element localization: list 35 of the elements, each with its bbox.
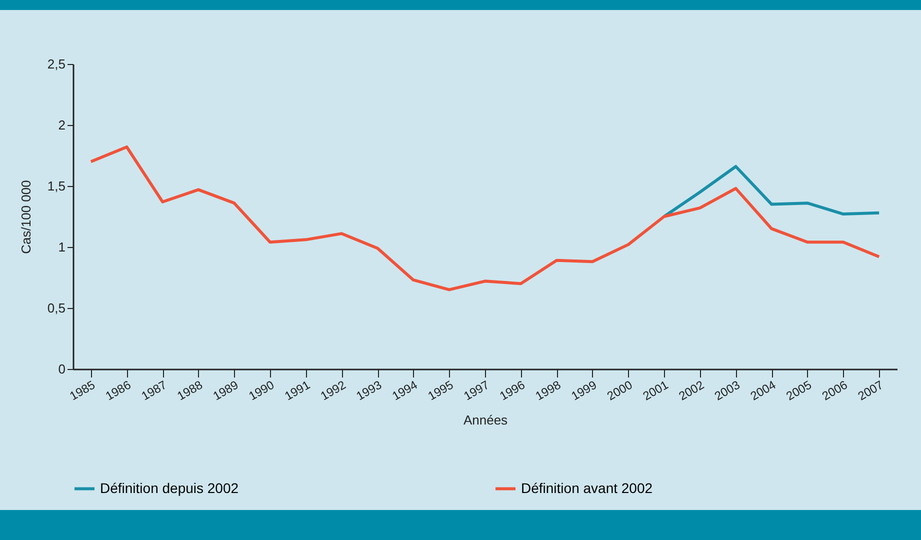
x-tick-label: 2006	[820, 378, 850, 404]
x-tick-label: 2002	[676, 378, 707, 404]
x-tick-label: 2004	[748, 378, 778, 404]
x-tick-label: 1988	[174, 378, 206, 404]
x-tick-label: 1991	[282, 378, 313, 404]
x-tick-label: 1986	[103, 378, 134, 404]
y-tick-label: 0,5	[47, 300, 66, 316]
y-tick-label: 2	[58, 118, 66, 132]
x-tick-label: 1999	[568, 378, 600, 404]
x-tick-label: 2003	[712, 378, 743, 404]
x-tick-label: 1985	[67, 378, 98, 404]
x-tick-label: 1994	[390, 378, 420, 404]
x-tick-label: 1992	[318, 378, 348, 404]
line-series	[662, 164, 881, 218]
x-tick-label: 2000	[604, 378, 636, 404]
x-tick-label: 1990	[246, 378, 277, 404]
x-tick-label: 1987	[138, 378, 170, 404]
x-tick-label: 1998	[533, 378, 564, 404]
y-tick-label: 1,5	[47, 178, 66, 194]
legend-label: Définition depuis 2002	[100, 480, 239, 496]
x-tick-label: 1997	[461, 378, 492, 404]
x-tick-label: 1993	[354, 378, 384, 404]
x-tick-label: 1996	[497, 378, 528, 404]
x-tick-label: 2005	[784, 378, 814, 404]
x-tick-label: 2001	[640, 378, 671, 404]
legend-label: Définition avant 2002	[521, 480, 653, 496]
x-axis-title: Années	[463, 412, 508, 428]
y-axis-title: Cas/100 000	[18, 180, 34, 254]
y-tick-label: 2,5	[47, 56, 66, 72]
x-tick-label: 2007	[855, 378, 886, 404]
x-tick-label: 1995	[426, 378, 456, 404]
y-tick-label: 0	[58, 362, 66, 376]
x-tick-label: 1989	[210, 378, 241, 404]
y-tick-label: 1	[58, 240, 66, 254]
line-series	[89, 145, 881, 292]
